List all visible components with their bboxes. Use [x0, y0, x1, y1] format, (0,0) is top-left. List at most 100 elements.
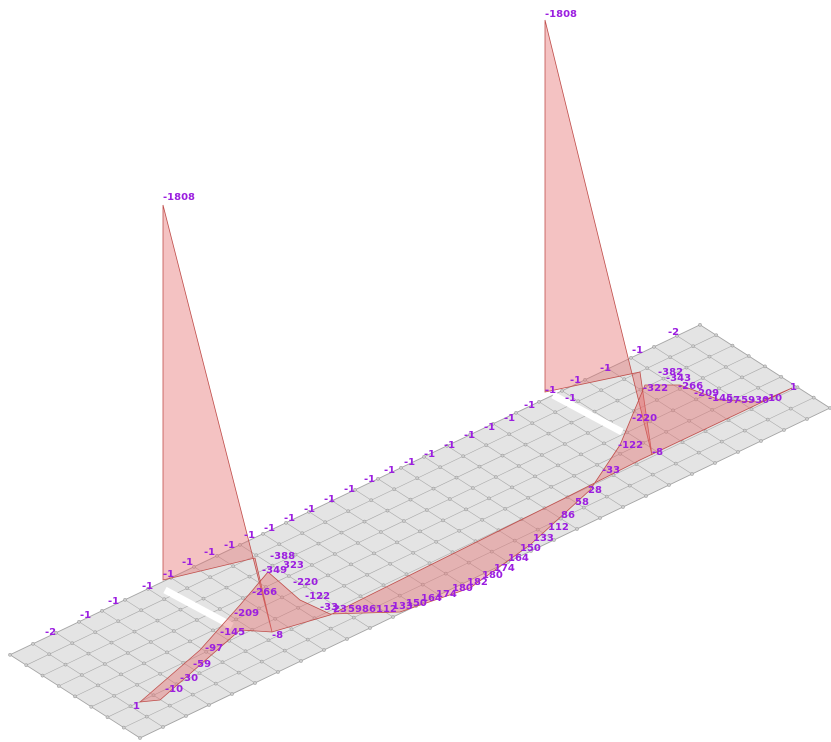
- mesh-node: [278, 543, 281, 546]
- mesh-node: [391, 615, 394, 618]
- mesh-node: [458, 529, 461, 532]
- mesh-node: [766, 418, 769, 421]
- mesh-node: [531, 422, 534, 425]
- mesh-node: [179, 608, 182, 611]
- value-label: -2: [668, 327, 679, 338]
- mesh-node: [685, 366, 688, 369]
- mesh-node: [343, 584, 346, 587]
- mesh-node: [586, 431, 589, 434]
- value-label: 150: [520, 543, 541, 554]
- mesh-node: [743, 429, 746, 432]
- mesh-node: [8, 653, 11, 656]
- mesh-node: [812, 396, 815, 399]
- value-label: -1: [344, 484, 355, 495]
- mesh-node: [324, 521, 327, 524]
- mesh-node: [370, 499, 373, 502]
- mesh-node: [122, 726, 125, 729]
- mesh-node: [563, 442, 566, 445]
- value-label: -209: [234, 608, 259, 619]
- mesh-node: [237, 671, 240, 674]
- mesh-node: [405, 573, 408, 576]
- value-label: -2: [45, 627, 56, 638]
- mesh-node: [412, 551, 415, 554]
- mesh-node: [418, 530, 421, 533]
- mesh-node: [629, 356, 632, 359]
- mesh-node: [579, 453, 582, 456]
- mesh-node: [73, 695, 76, 698]
- mesh-node: [720, 440, 723, 443]
- mesh-node: [71, 642, 74, 645]
- mesh-node: [570, 421, 573, 424]
- mesh-node: [789, 407, 792, 410]
- mesh-node: [805, 417, 808, 420]
- mesh-node: [713, 461, 716, 464]
- mesh-node: [356, 541, 359, 544]
- mesh-node: [441, 519, 444, 522]
- mesh-node: [376, 477, 379, 480]
- mesh-node: [136, 683, 139, 686]
- mesh-node: [184, 714, 187, 717]
- mesh-node: [708, 355, 711, 358]
- mesh-node: [379, 530, 382, 533]
- mesh-node: [110, 641, 113, 644]
- value-label: 23: [333, 604, 347, 615]
- value-label: -1: [545, 385, 556, 396]
- value-label: -1: [570, 375, 581, 386]
- mesh-node: [230, 692, 233, 695]
- mesh-node: [575, 527, 578, 530]
- mesh-node: [478, 465, 481, 468]
- mesh-node: [260, 660, 263, 663]
- mesh-node: [31, 642, 34, 645]
- mesh-node: [366, 573, 369, 576]
- value-label: -1: [284, 513, 295, 524]
- value-label: -1: [80, 610, 91, 621]
- mesh-node: [537, 400, 540, 403]
- mesh-node: [780, 375, 783, 378]
- mesh-node: [600, 389, 603, 392]
- mesh-node: [156, 619, 159, 622]
- mesh-node: [690, 472, 693, 475]
- mesh-node: [138, 736, 141, 739]
- mesh-node: [25, 664, 28, 667]
- mesh-node: [159, 672, 162, 675]
- mesh-node: [372, 552, 375, 555]
- mesh-node: [674, 462, 677, 465]
- mesh-node: [306, 638, 309, 641]
- mesh-node: [267, 639, 270, 642]
- mesh-node: [550, 485, 553, 488]
- mesh-node: [221, 661, 224, 664]
- mesh-node: [126, 651, 129, 654]
- mesh-node: [253, 681, 256, 684]
- mesh-node: [602, 442, 605, 445]
- mesh-node: [386, 509, 389, 512]
- mesh-node: [382, 584, 385, 587]
- value-label: -1: [444, 440, 455, 451]
- mesh-node: [598, 516, 601, 519]
- mesh-node: [605, 495, 608, 498]
- mesh-node: [623, 378, 626, 381]
- mesh-node: [416, 477, 419, 480]
- value-label: -122: [305, 591, 330, 602]
- mesh-node: [117, 620, 120, 623]
- value-label: -10: [764, 393, 782, 404]
- mesh-node: [504, 507, 507, 510]
- value-label: -59: [193, 659, 211, 670]
- mesh-node: [163, 598, 166, 601]
- mesh-node: [186, 587, 189, 590]
- mesh-node: [533, 475, 536, 478]
- mesh-node: [57, 684, 60, 687]
- mesh-node: [333, 552, 336, 555]
- value-label: 86: [561, 510, 575, 521]
- mesh-node: [94, 631, 97, 634]
- value-label: -10: [165, 684, 183, 695]
- mesh-node: [428, 562, 431, 565]
- mesh-node: [191, 693, 194, 696]
- value-label: 112: [548, 522, 569, 533]
- mesh-node: [207, 703, 210, 706]
- mesh-node: [172, 629, 175, 632]
- value-label: -1: [244, 530, 255, 541]
- value-label: -266: [252, 587, 277, 598]
- value-label: -1: [204, 547, 215, 558]
- mesh-node: [651, 473, 654, 476]
- mesh-node: [129, 705, 132, 708]
